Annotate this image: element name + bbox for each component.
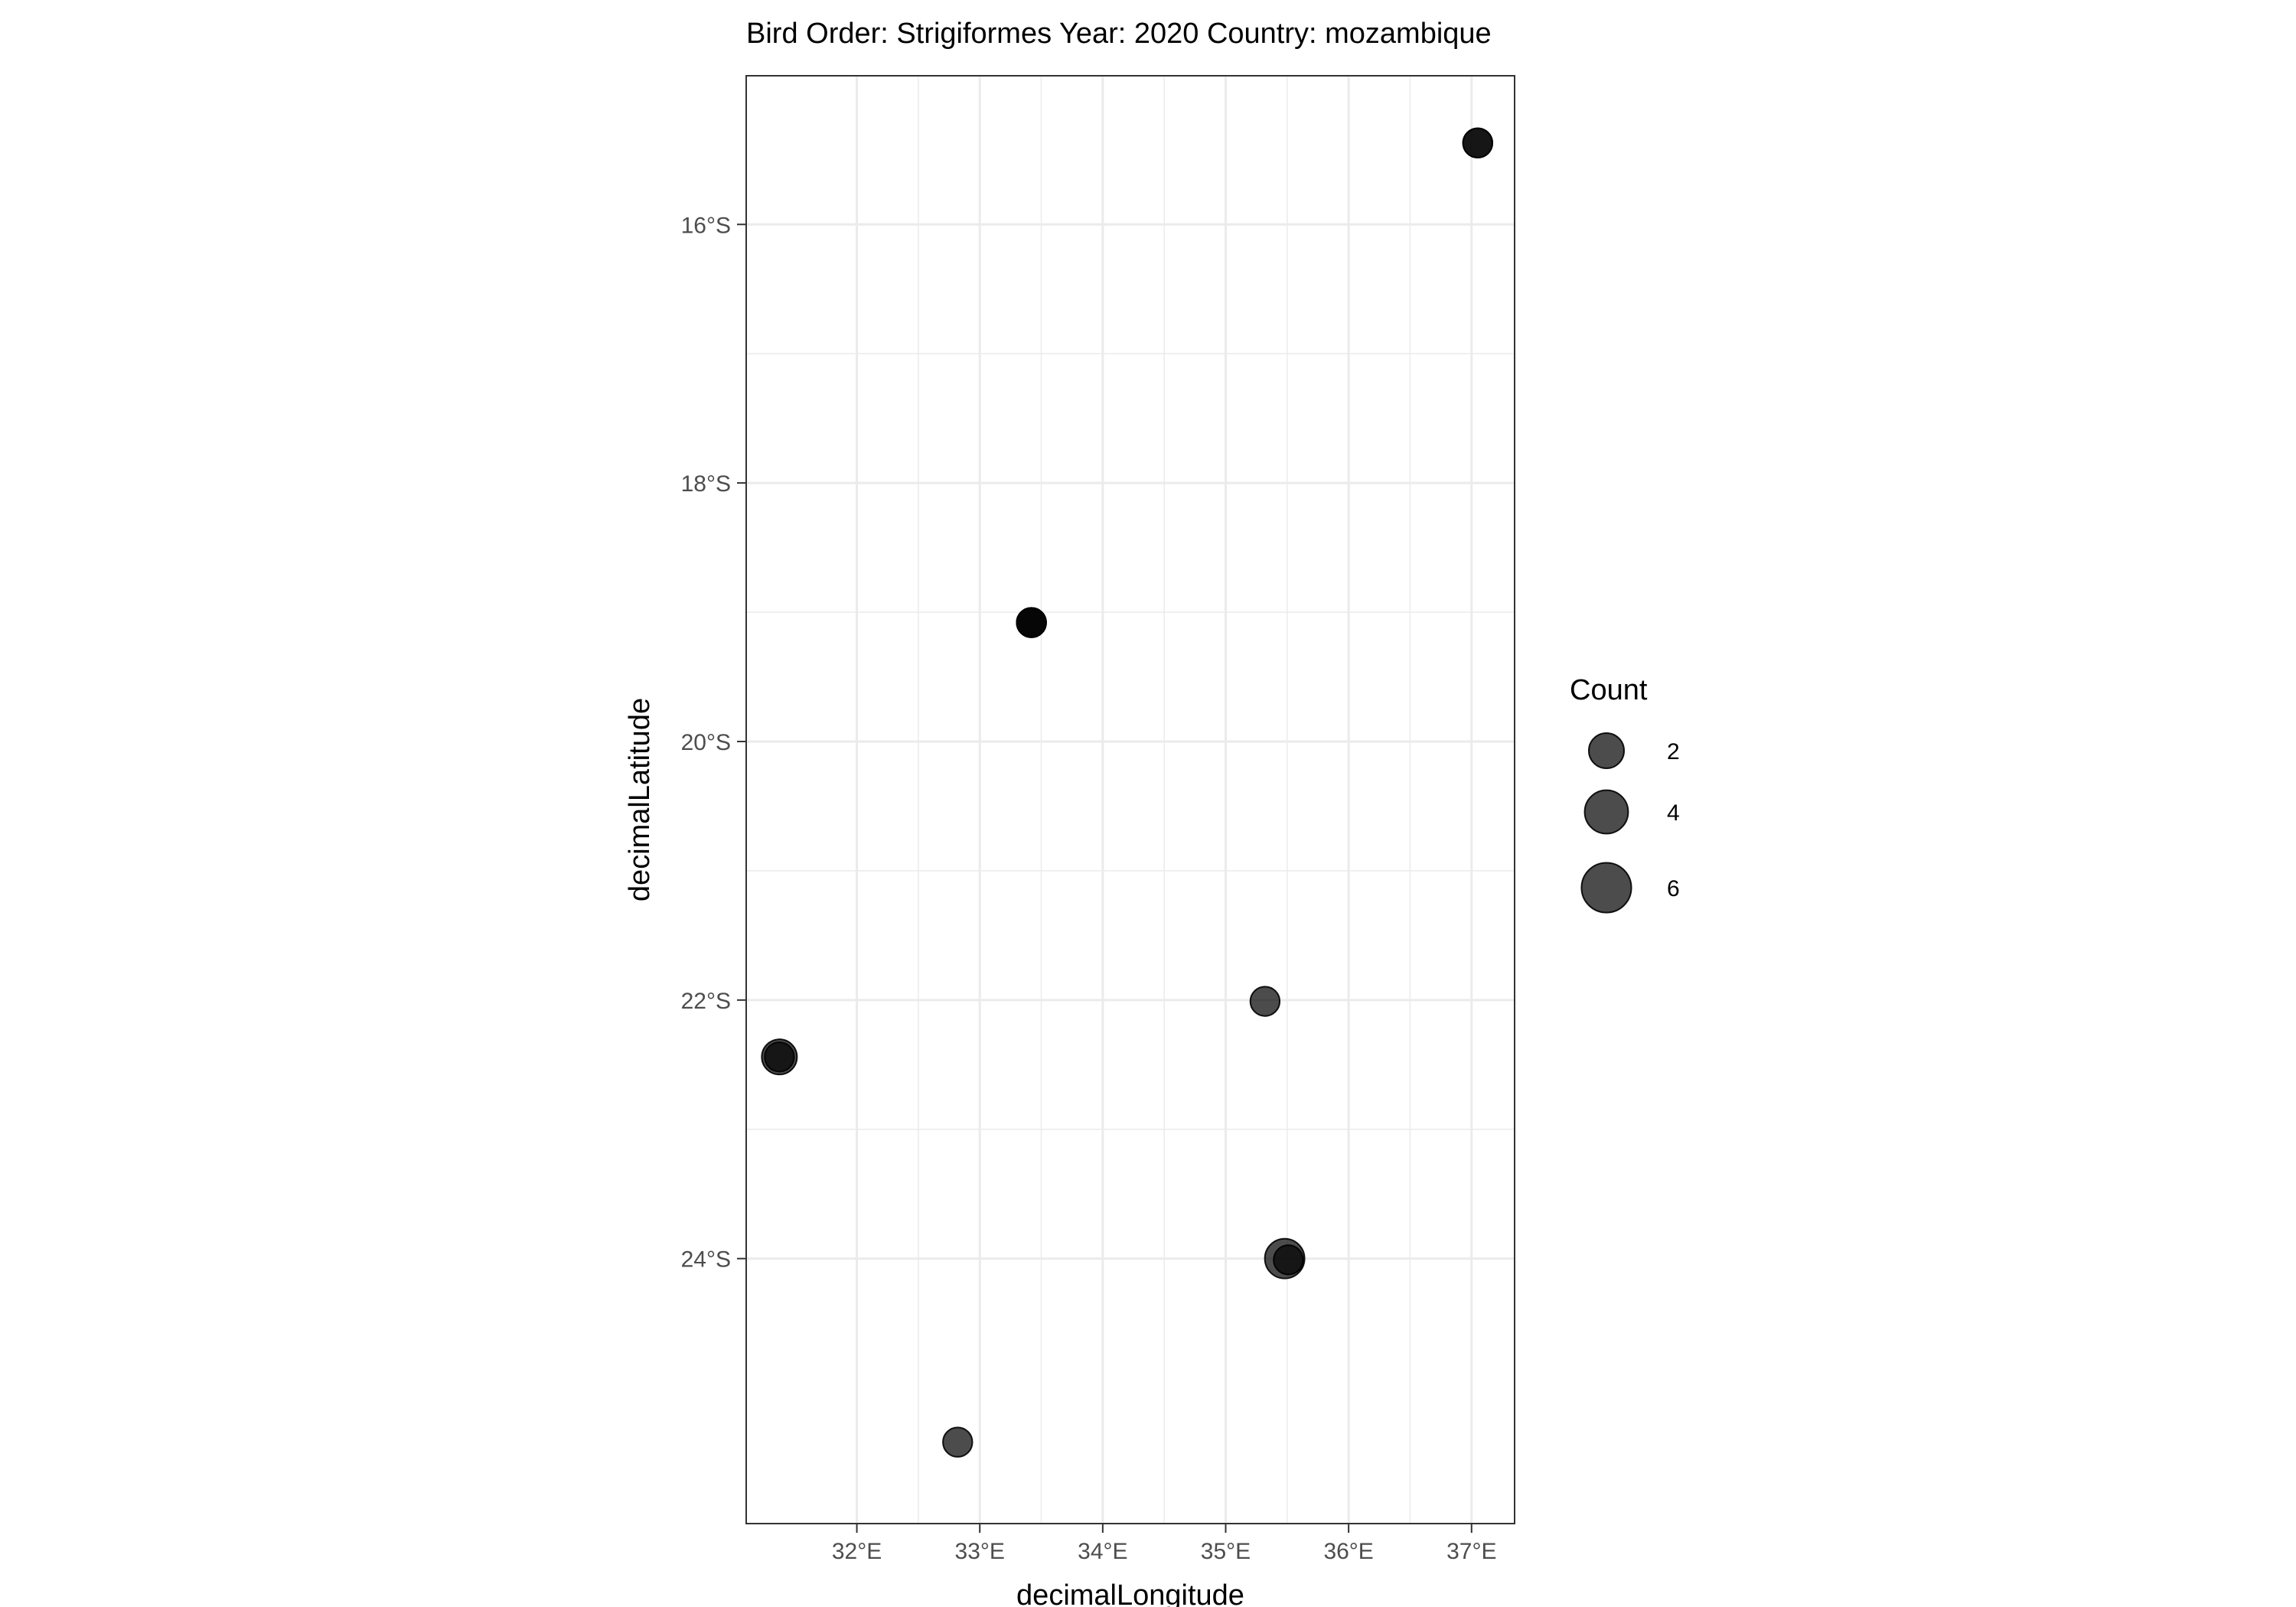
grid-lines — [746, 76, 1515, 1524]
y-tick-label: 24°S — [681, 1247, 731, 1273]
y-tick-label: 20°S — [681, 730, 731, 755]
legend-key-circle — [1587, 732, 1626, 770]
legend-key-circle — [1580, 862, 1632, 914]
panel-background — [746, 76, 1515, 1524]
panel-border — [745, 75, 1515, 1524]
data-point — [942, 1426, 974, 1458]
legend-key-circle — [1583, 789, 1629, 835]
legend-items: 2 4 6 — [1580, 732, 1680, 914]
y-axis: 16°S 18°S 20°S 22°S 24°S — [681, 213, 746, 1273]
x-axis: 32°E 33°E 34°E 35°E 36°E 37°E — [832, 1524, 1496, 1564]
legend-label: 2 — [1667, 739, 1680, 764]
legend-title: Count — [1570, 674, 1648, 706]
data-point — [1273, 1244, 1304, 1276]
data-point — [1462, 127, 1494, 159]
y-axis-title: decimalLatitude — [624, 698, 656, 901]
data-points — [761, 127, 1494, 1458]
x-tick-label: 32°E — [832, 1539, 882, 1564]
y-tick-label: 16°S — [681, 213, 731, 238]
x-tick-label: 37°E — [1446, 1539, 1496, 1564]
legend-label: 6 — [1667, 876, 1680, 901]
x-tick-label: 33°E — [955, 1539, 1005, 1564]
x-tick-label: 36°E — [1323, 1539, 1373, 1564]
size-legend: Count 2 4 6 — [1570, 674, 1680, 914]
data-point — [764, 1041, 795, 1073]
x-axis-title: decimalLongitude — [1016, 1579, 1244, 1607]
y-tick-label: 18°S — [681, 471, 731, 497]
y-tick-label: 22°S — [681, 989, 731, 1014]
x-tick-label: 34°E — [1078, 1539, 1127, 1564]
legend-label: 4 — [1667, 800, 1680, 826]
data-point — [1249, 986, 1281, 1017]
data-point — [1016, 607, 1047, 638]
x-tick-label: 35°E — [1201, 1539, 1251, 1564]
chart-title: Bird Order: Strigiformes Year: 2020 Coun… — [746, 18, 1492, 50]
plot-panel — [745, 75, 1515, 1524]
